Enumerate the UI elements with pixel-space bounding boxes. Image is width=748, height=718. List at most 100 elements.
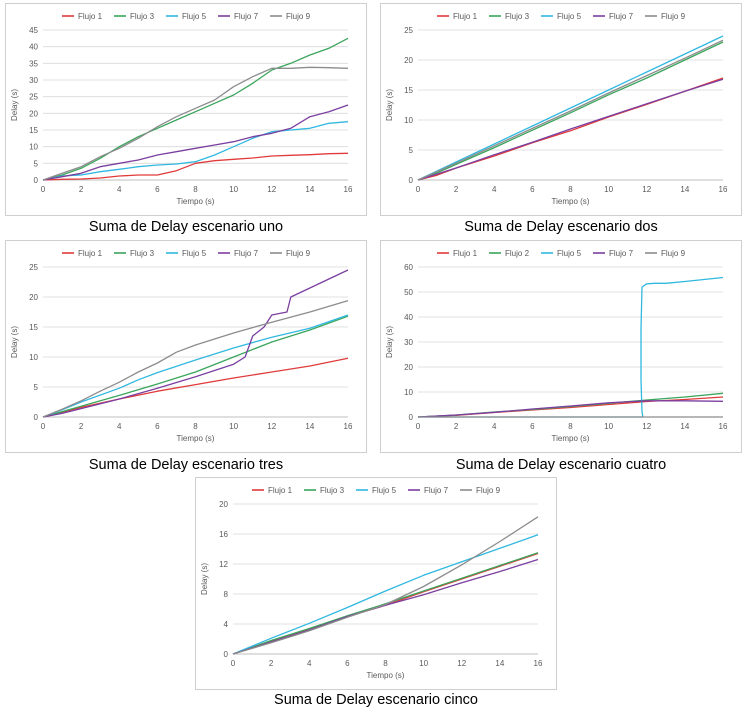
y-axis-label: Delay (s)	[385, 326, 394, 358]
x-axis-label: Tiempo (s)	[552, 434, 590, 443]
chart-panel-3: 0 5 10 15 20 25 0 2 4 6 8 10 12 14 16 Tiempo (s) Delay (…	[5, 240, 367, 453]
x-tick-label: 10	[419, 659, 428, 668]
x-tick-label: 2	[269, 659, 274, 668]
y-tick-label: 8	[224, 590, 229, 599]
legend-item-flujo-5: Flujo 5	[166, 249, 207, 258]
series-line-flujo-7	[232, 558, 539, 655]
series-line-flujo-9	[417, 39, 724, 181]
chart-panel-5: 0 4 8 12 16 20 0 2 4 6 8 10 12 14 16 Tiempo (s) Delay (s…	[195, 477, 557, 690]
legend-item-flujo-9: Flujo 9	[270, 12, 311, 21]
y-tick-label: 25	[29, 93, 38, 102]
chart-escenario-tres: 0 5 10 15 20 25 0 2 4 6 8 10 12 14 16 Tiempo (s) Delay (…	[10, 249, 353, 443]
y-tick-label: 0	[224, 650, 229, 659]
y-tick-label: 5	[34, 159, 39, 168]
legend-label: Flujo 5	[557, 249, 582, 258]
y-tick-label: 15	[404, 86, 413, 95]
x-tick-label: 8	[568, 422, 573, 431]
legend-label: Flujo 1	[453, 12, 478, 21]
x-tick-label: 16	[344, 185, 353, 194]
y-tick-label: 5	[409, 146, 414, 155]
y-tick-label: 45	[29, 26, 38, 35]
series-line-flujo-7	[417, 400, 724, 418]
x-tick-label: 10	[604, 185, 613, 194]
series-line-flujo-9	[232, 516, 539, 655]
series-line-flujo-5	[232, 534, 539, 655]
legend-label: Flujo 7	[234, 249, 259, 258]
legend-label: Flujo 1	[453, 249, 478, 258]
y-tick-label: 60	[404, 263, 413, 272]
legend-label: Flujo 7	[609, 12, 634, 21]
legend-item-flujo-9: Flujo 9	[460, 486, 501, 495]
legend-label: Flujo 3	[130, 249, 155, 258]
chart-escenario-uno: 0 5 10 15 20 25 30 35 40 45 0 2 4 6 8 10 12 14 16 Tiempo (s…	[10, 12, 353, 206]
y-tick-label: 12	[219, 560, 228, 569]
series-line-flujo-7	[42, 269, 349, 418]
legend-item-flujo-1: Flujo 1	[437, 12, 478, 21]
series-line-flujo-9	[42, 299, 349, 418]
legend-item-flujo-7: Flujo 7	[218, 249, 259, 258]
x-tick-label: 4	[117, 185, 122, 194]
legend-label: Flujo 3	[130, 12, 155, 21]
x-tick-label: 12	[642, 185, 651, 194]
x-tick-label: 8	[193, 422, 198, 431]
legend-label: Flujo 5	[372, 486, 397, 495]
series-line-flujo-5	[418, 276, 724, 418]
legend-item-flujo-5: Flujo 5	[541, 249, 582, 258]
x-axis-label: Tiempo (s)	[177, 197, 215, 206]
x-tick-label: 16	[534, 659, 543, 668]
x-tick-label: 0	[41, 185, 46, 194]
x-tick-label: 6	[345, 659, 350, 668]
y-tick-label: 16	[219, 530, 228, 539]
legend-item-flujo-5: Flujo 5	[541, 12, 582, 21]
legend-label: Flujo 2	[505, 249, 530, 258]
chart-escenario-dos: 0 5 10 15 20 25 0 2 4 6 8 10 12 14 16 Tiempo (s) Delay (…	[385, 12, 728, 206]
legend-item-flujo-3: Flujo 3	[489, 12, 530, 21]
legend-item-flujo-9: Flujo 9	[645, 12, 686, 21]
y-tick-label: 10	[404, 116, 413, 125]
y-tick-label: 20	[404, 363, 413, 372]
x-tick-label: 12	[642, 422, 651, 431]
legend-item-flujo-5: Flujo 5	[166, 12, 207, 21]
x-tick-label: 2	[454, 185, 459, 194]
legend-label: Flujo 9	[476, 486, 501, 495]
series-line-flujo-1	[42, 357, 349, 418]
x-tick-label: 2	[454, 422, 459, 431]
x-tick-label: 8	[193, 185, 198, 194]
x-axis-label: Tiempo (s)	[177, 434, 215, 443]
x-tick-label: 2	[79, 422, 84, 431]
legend-item-flujo-1: Flujo 1	[62, 12, 103, 21]
x-tick-label: 6	[530, 185, 535, 194]
y-tick-label: 25	[404, 26, 413, 35]
y-tick-label: 40	[29, 43, 38, 52]
x-tick-label: 6	[155, 422, 160, 431]
y-tick-label: 30	[29, 76, 38, 85]
legend-item-flujo-2: Flujo 2	[489, 249, 530, 258]
x-tick-label: 4	[117, 422, 122, 431]
legend-item-flujo-1: Flujo 1	[62, 249, 103, 258]
x-tick-label: 2	[79, 185, 84, 194]
x-tick-label: 10	[229, 185, 238, 194]
x-tick-label: 0	[231, 659, 236, 668]
y-tick-label: 25	[29, 263, 38, 272]
legend-item-flujo-1: Flujo 1	[437, 249, 478, 258]
chart-panel-4: 0 10 20 30 40 50 60 0 2 4 6 8 10 12 14 16 Tiempo (s) Dela…	[380, 240, 742, 453]
x-tick-label: 10	[229, 422, 238, 431]
x-tick-label: 0	[416, 422, 421, 431]
x-tick-label: 8	[568, 185, 573, 194]
legend-label: Flujo 9	[286, 249, 311, 258]
x-tick-label: 8	[383, 659, 388, 668]
series-line-flujo-1	[42, 152, 349, 181]
y-tick-label: 0	[409, 176, 414, 185]
legend-label: Flujo 5	[182, 12, 207, 21]
legend-label: Flujo 5	[182, 249, 207, 258]
series-line-flujo-3	[42, 315, 349, 418]
x-tick-label: 6	[155, 185, 160, 194]
y-tick-label: 35	[29, 59, 38, 68]
legend-item-flujo-3: Flujo 3	[304, 486, 345, 495]
y-tick-label: 50	[404, 288, 413, 297]
chart-escenario-cinco: 0 4 8 12 16 20 0 2 4 6 8 10 12 14 16 Tiempo (s) Delay (s…	[200, 486, 543, 680]
x-axis-label: Tiempo (s)	[552, 197, 590, 206]
legend-item-flujo-7: Flujo 7	[593, 249, 634, 258]
legend-item-flujo-3: Flujo 3	[114, 12, 155, 21]
x-tick-label: 12	[267, 422, 276, 431]
